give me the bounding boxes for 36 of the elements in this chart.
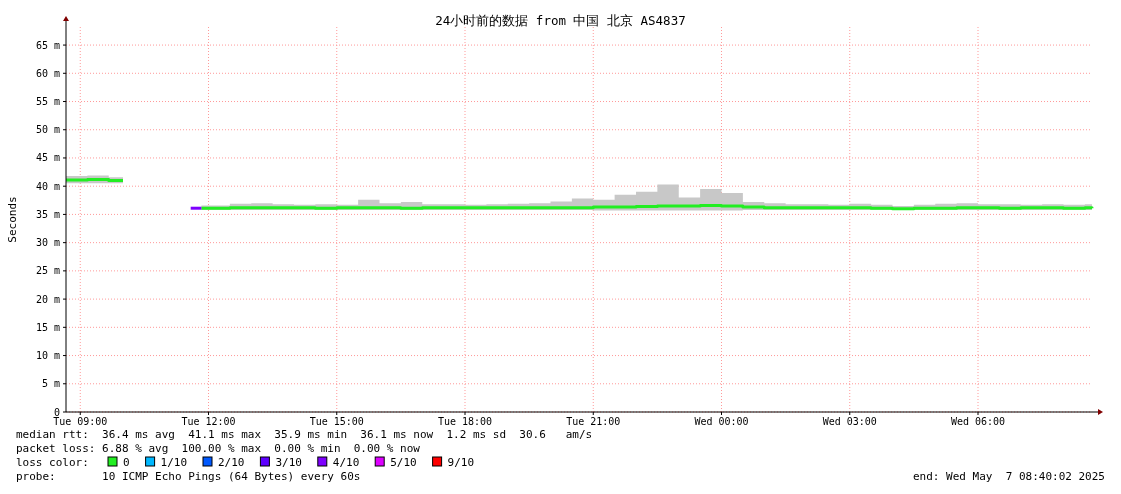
text: packet loss: 6.88 % avg 100.00 % max 0.00 % min 0.00 % now [16, 442, 421, 455]
y-tick-label: 15 m [35, 321, 60, 333]
legend-label: 0 [123, 456, 130, 469]
y-tick-label: 40 m [35, 180, 60, 192]
y-axis-title: Seconds [6, 196, 19, 243]
legend-label: 5/10 [390, 456, 417, 469]
y-tick-label: 45 m [35, 152, 60, 164]
y-tick-label: 25 m [35, 265, 60, 277]
x-tick-label: Wed 06:00 [950, 416, 1006, 427]
text: probe: 10 ICMP Echo Pings (64 Bytes) every 60s [16, 470, 361, 483]
y-tick-label: 30 m [35, 237, 60, 249]
y-tick-label: 20 m [35, 293, 60, 305]
x-tick-label: Tue 18:00 [437, 416, 493, 427]
x-tick-label: Tue 09:00 [53, 416, 108, 427]
y-tick-label: 5 m [41, 378, 60, 390]
y-tick-label: 55 m [35, 96, 60, 108]
legend-label: 4/10 [332, 456, 360, 469]
y-tick-label: 0 [53, 406, 60, 418]
legend-label: 3/10 [275, 456, 302, 469]
x-tick-label: Tue 15:00 [309, 416, 364, 427]
y-tick-label: 10 m [35, 350, 60, 362]
legend-label: 2/10 [218, 456, 245, 469]
y-tick-label: 35 m [35, 208, 60, 220]
legend-label: 9/10 [447, 456, 475, 469]
legend-title: loss color: [16, 456, 89, 469]
chart-title: 24小时前的数据 from 中国 北京 AS4837 [435, 13, 686, 28]
y-tick-label: 60 m [35, 67, 60, 79]
x-tick-label: Wed 00:00 [694, 416, 749, 427]
legend-label: 1/10 [160, 456, 188, 469]
text: end: Wed May 7 08:40:02 2025 [912, 470, 1105, 483]
x-tick-label: Tue 12:00 [181, 416, 236, 427]
y-tick-label: 65 m [35, 39, 60, 51]
x-tick-label: Tue 21:00 [566, 416, 621, 427]
y-tick-label: 50 m [35, 124, 60, 136]
text: median rtt: 36.4 ms avg 41.1 ms max 35.9 ms min 36.1 ms now 1.2 ms sd 30.6 am/s [16, 428, 593, 441]
x-tick-label: Wed 03:00 [822, 416, 877, 427]
